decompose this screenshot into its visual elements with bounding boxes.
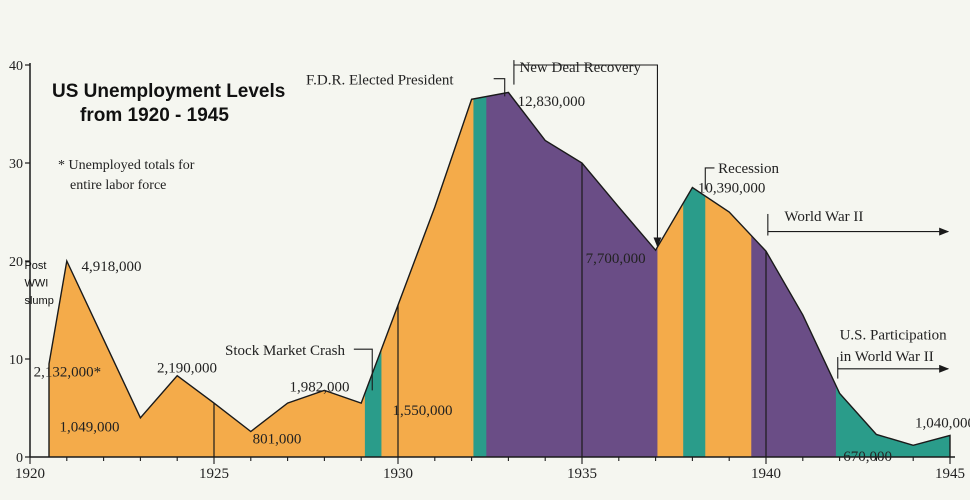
x-tick-label-1945: 1945	[935, 466, 965, 482]
annotations: Post WWI slump 4,918,000 2,132,000* 1,049,000…	[24, 60, 970, 465]
annotation-1: Post	[24, 260, 46, 272]
area-band-10	[835, 92, 950, 457]
chart-title-line-2: from 1920 - 1945	[80, 105, 229, 126]
area-band-2	[364, 92, 382, 457]
annotation-18: World War II	[784, 209, 863, 225]
area-band-3	[381, 92, 474, 457]
annotation-10: Stock Market Crash	[225, 343, 345, 359]
annotation-16: Recession	[718, 161, 779, 177]
annotation-17: 10,390,000	[698, 180, 766, 196]
x-tick-label-1925: 1925	[199, 466, 229, 482]
area-band-7	[683, 92, 706, 457]
recession-leader	[704, 167, 715, 190]
y-tick-label-40: 40	[9, 59, 23, 74]
area-band-8	[705, 92, 752, 457]
annotation-12: F.D.R. Elected President	[306, 73, 454, 89]
new-deal-arrow	[513, 64, 662, 248]
area-band-9	[751, 92, 837, 457]
x-tick-label-1940: 1940	[751, 466, 781, 482]
annotation-11: 1,550,000	[392, 403, 452, 419]
annotation-22: 1,040,000	[915, 416, 970, 432]
annotation-13: 12,830,000	[518, 94, 586, 110]
fdr-leader	[493, 78, 506, 97]
area-band-4	[473, 92, 487, 457]
annotation-15: 7,700,000	[586, 251, 646, 267]
area-band-6	[657, 92, 684, 457]
annotation-leaders	[353, 60, 950, 391]
annotation-2: WWI	[24, 277, 48, 289]
chart-note-line-2: entire labor force	[70, 178, 166, 193]
annotation-3: slump	[24, 295, 53, 307]
unemployment-outline	[48, 91, 951, 457]
annotation-5: 2,132,000*	[34, 365, 102, 381]
y-tick-label-20: 20	[9, 255, 23, 270]
annotation-7: 2,190,000	[157, 361, 217, 377]
annotation-20: in World War II	[840, 349, 934, 365]
stock-market-crash-leader	[353, 348, 373, 391]
annotation-14: New Deal Recovery	[519, 60, 641, 76]
x-tick-label-1930: 1930	[383, 466, 413, 482]
annotation-4: 4,918,000	[82, 259, 142, 275]
annotation-19: U.S. Participation	[840, 327, 948, 343]
annotation-21: 670,000	[843, 449, 892, 465]
x-tick-label-1935: 1935	[567, 466, 597, 482]
chart-note-line-1: * Unemployed totals for	[58, 158, 195, 173]
y-tick-label-10: 10	[9, 353, 23, 368]
y-tick-label-30: 30	[9, 157, 23, 172]
x-tick-label-1920: 1920	[15, 466, 45, 482]
annotation-6: 1,049,000	[59, 420, 119, 436]
y-tick-label-0: 0	[16, 451, 23, 466]
axes: 0 10 20 30 40 1920 1925 1930 1935 1940 1945	[9, 59, 965, 482]
annotation-9: 1,982,000	[289, 379, 349, 395]
chart-title-line-1: US Unemployment Levels	[52, 81, 285, 102]
annotation-8: 801,000	[253, 431, 302, 447]
